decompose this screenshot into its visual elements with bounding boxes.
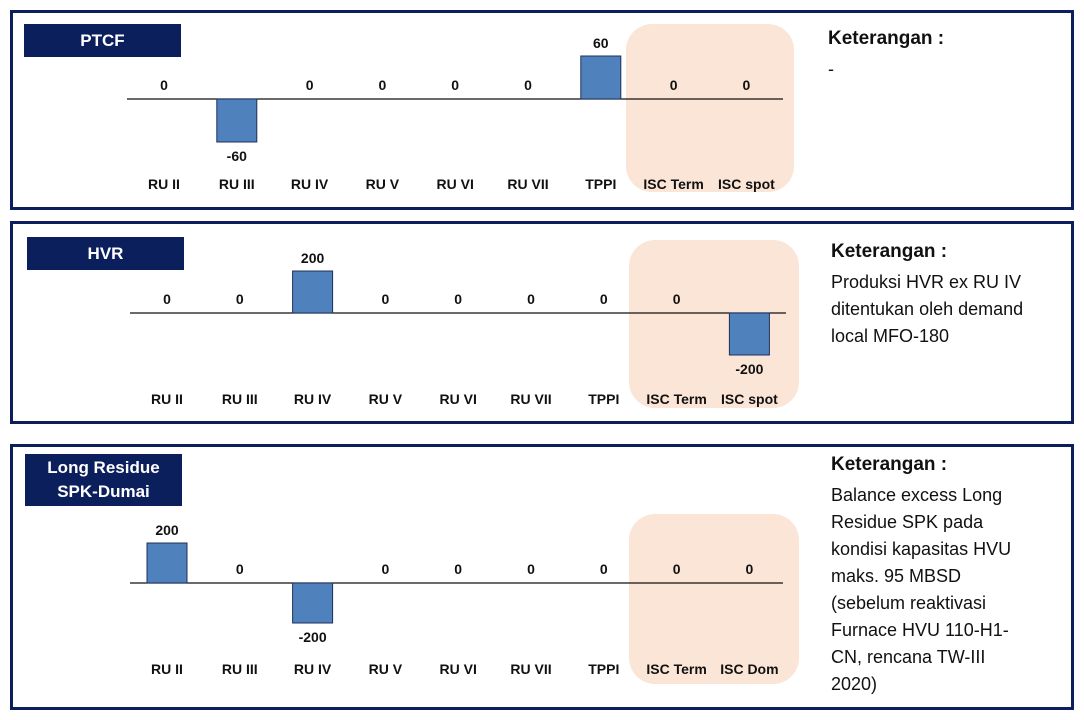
data-label: 0 — [746, 561, 754, 577]
category-label: RU IV — [291, 176, 329, 192]
category-label: RU V — [366, 176, 400, 192]
category-label: ISC spot — [718, 176, 775, 192]
highlight-region — [629, 514, 799, 684]
category-label: RU V — [369, 391, 403, 407]
category-label: ISC Term — [643, 176, 703, 192]
highlight-region — [629, 240, 799, 408]
category-label: ISC Dom — [720, 661, 778, 677]
panel-ptcf — [10, 10, 1074, 210]
chart-title-text: PTCF — [80, 30, 125, 50]
note-line: Produksi HVR ex RU IV — [831, 272, 1022, 292]
data-label: 0 — [743, 77, 751, 93]
category-label: RU VI — [440, 661, 477, 677]
data-label: 0 — [600, 561, 608, 577]
data-label: 0 — [673, 561, 681, 577]
category-label: RU VI — [437, 176, 474, 192]
category-label: RU II — [148, 176, 180, 192]
category-label: RU VII — [507, 176, 548, 192]
category-label: RU III — [222, 661, 258, 677]
note-title: Keterangan : — [831, 454, 948, 475]
highlight-region — [626, 24, 794, 192]
note-body: Balance excess Long Residue SPK pada kon… — [831, 482, 1056, 698]
data-label: 60 — [593, 35, 609, 51]
category-label: TPPI — [588, 391, 619, 407]
data-label: 0 — [382, 561, 390, 577]
note-title: Keterangan : — [828, 28, 945, 49]
bar-isc-spot — [728, 312, 770, 356]
note-body: - — [828, 56, 1058, 83]
data-label: 0 — [163, 291, 171, 307]
data-label: -200 — [735, 361, 763, 377]
note-long-residue: Keterangan : Balance excess Long Residue… — [831, 454, 1056, 698]
category-label: TPPI — [585, 176, 616, 192]
bar-ru-iv — [292, 582, 334, 624]
bar-ru-iii — [216, 98, 258, 143]
category-label: RU VII — [510, 661, 551, 677]
data-label: 0 — [600, 291, 608, 307]
data-label: 0 — [236, 561, 244, 577]
data-label: 0 — [524, 77, 532, 93]
note-line: kondisi kapasitas HVU — [831, 539, 1012, 559]
data-label: -60 — [227, 148, 247, 164]
note-line: local MFO-180 — [831, 326, 950, 346]
chart-title-long-residue: Long Residue SPK-Dumai — [25, 454, 182, 506]
data-label: 0 — [673, 291, 681, 307]
data-label: 0 — [670, 77, 678, 93]
category-label: RU II — [151, 391, 183, 407]
category-label: TPPI — [588, 661, 619, 677]
data-label: 0 — [454, 561, 462, 577]
data-label: 0 — [527, 291, 535, 307]
chart-title-text: HVR — [87, 243, 124, 263]
note-body: Produksi HVR ex RU IV ditentukan oleh de… — [831, 269, 1056, 350]
note-title: Keterangan : — [831, 241, 948, 262]
note-line: ditentukan oleh demand — [831, 299, 1024, 319]
chart-title-ptcf: PTCF — [24, 24, 181, 57]
category-label: RU IV — [294, 661, 332, 677]
note-line: (sebelum reaktivasi — [831, 593, 987, 613]
category-label: ISC Term — [646, 661, 706, 677]
note-line: maks. 95 MBSD — [831, 566, 962, 586]
chart-title-line-1: Long Residue — [47, 458, 160, 477]
category-label: RU IV — [294, 391, 332, 407]
note-line: CN, rencana TW-III — [831, 647, 986, 667]
data-label: 0 — [306, 77, 314, 93]
category-label: RU III — [219, 176, 255, 192]
note-line: Balance excess Long — [831, 485, 1003, 505]
data-label: 0 — [527, 561, 535, 577]
category-label: ISC spot — [721, 391, 778, 407]
category-label: RU III — [222, 391, 258, 407]
category-label: RU VI — [440, 391, 477, 407]
note-hvr: Keterangan : Produksi HVR ex RU IV diten… — [831, 241, 1056, 350]
bar-ru-ii — [146, 542, 188, 584]
data-label: 0 — [160, 77, 168, 93]
data-label: 200 — [301, 250, 325, 266]
note-line: - — [828, 59, 834, 79]
note-line: Residue SPK pada — [831, 512, 984, 532]
category-label: RU VII — [510, 391, 551, 407]
chart-title-line-2: SPK-Dumai — [57, 482, 150, 501]
data-label: 0 — [451, 77, 459, 93]
note-ptcf: Keterangan : - — [828, 28, 1058, 83]
data-label: 200 — [155, 522, 179, 538]
category-label: RU II — [151, 661, 183, 677]
data-label: 0 — [382, 291, 390, 307]
data-label: 0 — [379, 77, 387, 93]
chart-title-hvr: HVR — [27, 237, 184, 270]
data-label: 0 — [236, 291, 244, 307]
data-label: 0 — [454, 291, 462, 307]
panel-hvr — [10, 221, 1074, 424]
bar-ru-iv — [292, 270, 334, 314]
category-label: RU V — [369, 661, 403, 677]
bar-tppi — [580, 55, 622, 100]
category-label: ISC Term — [646, 391, 706, 407]
note-line: Furnace HVU 110-H1- — [831, 620, 1009, 640]
data-label: -200 — [299, 629, 327, 645]
note-line: 2020) — [831, 674, 878, 694]
